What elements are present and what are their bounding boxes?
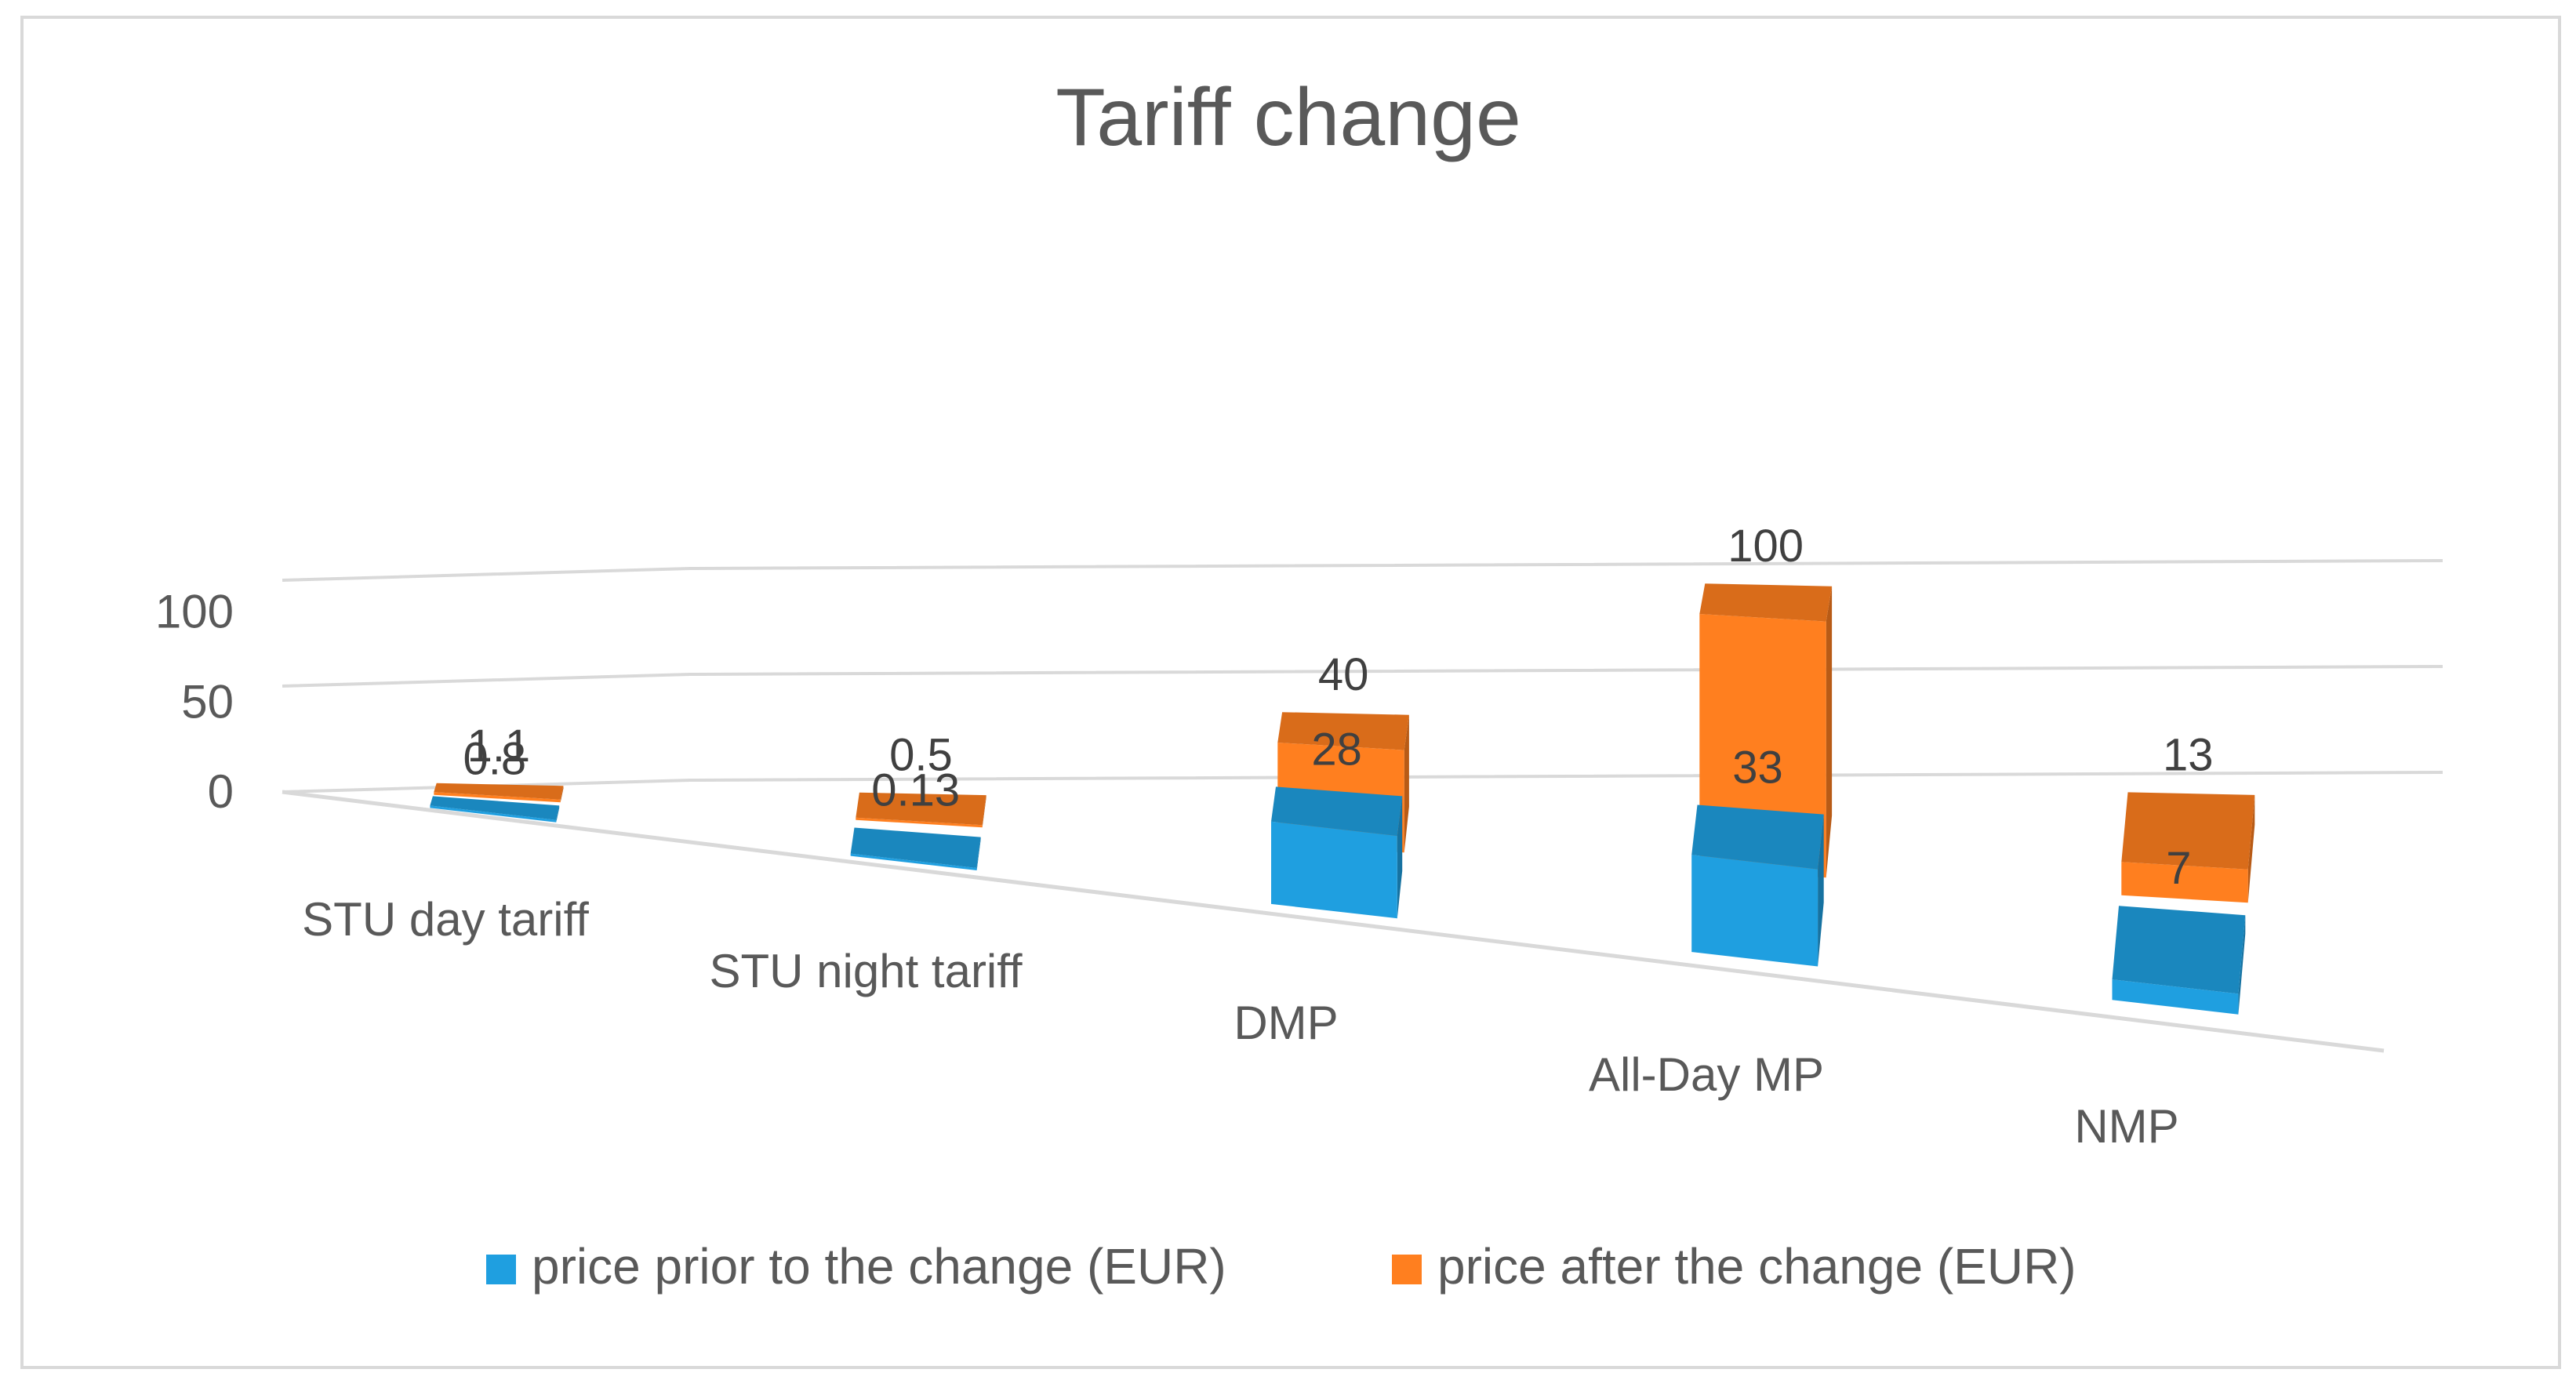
bar-after-4: [2121, 792, 2255, 903]
y-tick-label: 50: [181, 675, 234, 728]
y-tick-label: 100: [155, 586, 234, 638]
bar-top-face: [434, 783, 564, 800]
bar-side-face: [976, 837, 981, 870]
bar-top-face: [1271, 786, 1403, 837]
chart-title: Tariff change: [1055, 72, 1521, 163]
bar-front-face: [430, 805, 557, 823]
bar-prior-0: [430, 796, 560, 823]
bar-side-face: [556, 805, 560, 823]
bar-front-face: [2121, 862, 2248, 903]
category-label: NMP: [2074, 1100, 2178, 1153]
bar-side-face: [2238, 915, 2246, 1015]
category-label: STU day tariff: [302, 893, 589, 946]
bar-top-face: [2121, 792, 2255, 870]
bar-top-face: [1277, 712, 1409, 750]
data-label: 28: [1311, 724, 1362, 775]
data-label: 7: [2166, 843, 2191, 894]
bar-after-1: [856, 792, 986, 828]
bar-top-face: [1699, 583, 1833, 622]
bar-prior-1: [850, 827, 981, 870]
bar-after-0: [434, 783, 564, 803]
data-label: 33: [1732, 743, 1783, 794]
data-label: 0.8: [463, 733, 526, 784]
gridline-0: [282, 771, 2443, 794]
legend-item-1: price after the change (EUR): [1392, 1238, 2076, 1295]
data-label: 0.13: [871, 765, 960, 816]
gridline-100: [282, 559, 2443, 582]
legend-swatch: [1392, 1255, 1422, 1284]
floor-front-edge: [282, 790, 2385, 1053]
chart-border: [20, 16, 2561, 1369]
bar-front-face: [1271, 821, 1397, 919]
data-label: 1.1: [467, 721, 531, 772]
bar-side-face: [1397, 796, 1403, 919]
category-label: STU night tariff: [709, 945, 1022, 997]
legend-item-0: price prior to the change (EUR): [486, 1238, 1226, 1295]
bar-side-face: [982, 795, 986, 828]
data-label: 100: [1728, 521, 1804, 572]
data-label: 0.5: [889, 730, 953, 781]
bar-front-face: [850, 853, 977, 870]
bar-side-face: [1826, 586, 1833, 878]
data-label: 13: [2163, 729, 2214, 780]
bar-top-face: [856, 792, 986, 826]
legend-swatch: [486, 1255, 516, 1284]
bar-side-face: [1404, 714, 1409, 853]
bar-side-face: [560, 786, 564, 803]
bar-prior-2: [1271, 786, 1403, 919]
legend-label: price prior to the change (EUR): [532, 1238, 1226, 1295]
bar-top-face: [430, 796, 560, 820]
category-label: DMP: [1234, 997, 1338, 1049]
data-label: 40: [1318, 649, 1369, 700]
y-tick-label: 0: [208, 765, 234, 818]
bar-front-face: [2112, 979, 2239, 1015]
bar-front-face: [856, 817, 983, 828]
gridline-50: [282, 665, 2443, 688]
bar-prior-3: [1691, 804, 1824, 967]
bar-top-face: [2112, 906, 2246, 994]
bar-top-face: [850, 827, 981, 868]
bar-prior-4: [2112, 906, 2246, 1015]
legend-label: price after the change (EUR): [1437, 1238, 2076, 1295]
bar-top-face: [1691, 804, 1824, 870]
bar-side-face: [2247, 794, 2255, 903]
category-label: All-Day MP: [1589, 1048, 1824, 1101]
bar-side-face: [1818, 814, 1824, 967]
bar-front-face: [1691, 855, 1818, 967]
bar-front-face: [434, 792, 561, 803]
